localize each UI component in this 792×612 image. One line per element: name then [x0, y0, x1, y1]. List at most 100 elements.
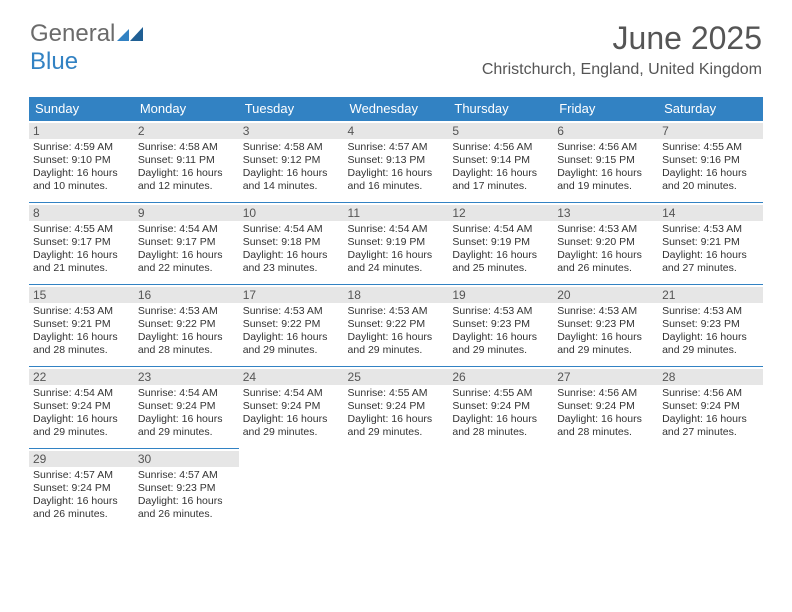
day-number: 4	[344, 123, 449, 139]
calendar-cell: 1 Sunrise: 4:59 AMSunset: 9:10 PMDaylight…	[29, 120, 134, 202]
logo-triangles-icon	[117, 20, 143, 48]
calendar-cell: 10 Sunrise: 4:54 AMSunset: 9:18 PMDayligh…	[239, 202, 344, 284]
day-number: 1	[29, 123, 134, 139]
day-number: 3	[239, 123, 344, 139]
weekday-header: Saturday	[658, 97, 763, 120]
brand-blue: Blue	[30, 48, 78, 75]
calendar-cell: 29 Sunrise: 4:57 AMSunset: 9:24 PMDayligh…	[29, 448, 134, 530]
day-info: Sunrise: 4:53 AMSunset: 9:21 PMDaylight:…	[662, 223, 759, 276]
day-info: Sunrise: 4:53 AMSunset: 9:23 PMDaylight:…	[662, 305, 759, 358]
calendar-cell: 21 Sunrise: 4:53 AMSunset: 9:23 PMDayligh…	[658, 284, 763, 366]
calendar-week-row: 1 Sunrise: 4:59 AMSunset: 9:10 PMDaylight…	[29, 120, 763, 202]
calendar-cell: 8 Sunrise: 4:55 AMSunset: 9:17 PMDaylight…	[29, 202, 134, 284]
day-info: Sunrise: 4:54 AMSunset: 9:19 PMDaylight:…	[348, 223, 445, 276]
calendar-cell	[553, 448, 658, 530]
day-number: 10	[239, 205, 344, 221]
calendar-cell	[448, 448, 553, 530]
weekday-header: Tuesday	[239, 97, 344, 120]
month-title: June 2025	[482, 20, 762, 57]
calendar-cell	[658, 448, 763, 530]
day-info: Sunrise: 4:55 AMSunset: 9:17 PMDaylight:…	[33, 223, 130, 276]
day-info: Sunrise: 4:54 AMSunset: 9:24 PMDaylight:…	[33, 387, 130, 440]
day-number: 29	[29, 451, 134, 467]
calendar-cell: 9 Sunrise: 4:54 AMSunset: 9:17 PMDaylight…	[134, 202, 239, 284]
calendar-cell: 5Sunrise: 4:56 AMSunset: 9:14 PMDaylight…	[448, 120, 553, 202]
day-number: 18	[344, 287, 449, 303]
calendar-cell: 25 Sunrise: 4:55 AMSunset: 9:24 PMDayligh…	[344, 366, 449, 448]
day-info: Sunrise: 4:59 AMSunset: 9:10 PMDaylight:…	[33, 141, 130, 194]
calendar-cell: 12 Sunrise: 4:54 AMSunset: 9:19 PMDayligh…	[448, 202, 553, 284]
day-number: 28	[658, 369, 763, 385]
day-info: Sunrise: 4:54 AMSunset: 9:24 PMDaylight:…	[138, 387, 235, 440]
brand-general: General	[30, 20, 115, 47]
day-number: 17	[239, 287, 344, 303]
calendar-cell: 28 Sunrise: 4:56 AMSunset: 9:24 PMDayligh…	[658, 366, 763, 448]
day-number: 12	[448, 205, 553, 221]
calendar-cell	[239, 448, 344, 530]
day-info: Sunrise: 4:54 AMSunset: 9:17 PMDaylight:…	[138, 223, 235, 276]
day-number: 8	[29, 205, 134, 221]
calendar-cell: 3 Sunrise: 4:58 AMSunset: 9:12 PMDaylight…	[239, 120, 344, 202]
day-info: Sunrise: 4:55 AMSunset: 9:24 PMDaylight:…	[452, 387, 549, 440]
day-number: 9	[134, 205, 239, 221]
calendar-cell	[344, 448, 449, 530]
calendar-cell: 24 Sunrise: 4:54 AMSunset: 9:24 PMDayligh…	[239, 366, 344, 448]
calendar-body: 1 Sunrise: 4:59 AMSunset: 9:10 PMDaylight…	[29, 120, 763, 530]
calendar-cell: 2 Sunrise: 4:58 AMSunset: 9:11 PMDaylight…	[134, 120, 239, 202]
calendar-cell: 17 Sunrise: 4:53 AMSunset: 9:22 PMDayligh…	[239, 284, 344, 366]
day-info: Sunrise: 4:53 AMSunset: 9:22 PMDaylight:…	[138, 305, 235, 358]
calendar-cell: 20Sunrise: 4:53 AMSunset: 9:23 PMDayligh…	[553, 284, 658, 366]
title-block: June 2025 Christchurch, England, United …	[482, 20, 762, 79]
day-number: 14	[658, 205, 763, 221]
calendar-cell: 15Sunrise: 4:53 AMSunset: 9:21 PMDayligh…	[29, 284, 134, 366]
day-number: 7	[658, 123, 763, 139]
day-info: Sunrise: 4:55 AMSunset: 9:16 PMDaylight:…	[662, 141, 759, 194]
day-info: Sunrise: 4:57 AMSunset: 9:24 PMDaylight:…	[33, 469, 130, 522]
weekday-header: Thursday	[448, 97, 553, 120]
day-info: Sunrise: 4:53 AMSunset: 9:22 PMDaylight:…	[348, 305, 445, 358]
day-number: 30	[134, 451, 239, 467]
day-info: Sunrise: 4:58 AMSunset: 9:11 PMDaylight:…	[138, 141, 235, 194]
weekday-header: Friday	[553, 97, 658, 120]
day-info: Sunrise: 4:57 AMSunset: 9:23 PMDaylight:…	[138, 469, 235, 522]
day-number: 27	[553, 369, 658, 385]
calendar-cell: 23Sunrise: 4:54 AMSunset: 9:24 PMDayligh…	[134, 366, 239, 448]
calendar-head: SundayMondayTuesdayWednesdayThursdayFrid…	[29, 97, 763, 120]
day-info: Sunrise: 4:54 AMSunset: 9:18 PMDaylight:…	[243, 223, 340, 276]
day-number: 24	[239, 369, 344, 385]
day-info: Sunrise: 4:55 AMSunset: 9:24 PMDaylight:…	[348, 387, 445, 440]
day-info: Sunrise: 4:57 AMSunset: 9:13 PMDaylight:…	[348, 141, 445, 194]
day-number: 16	[134, 287, 239, 303]
calendar-week-row: 8 Sunrise: 4:55 AMSunset: 9:17 PMDaylight…	[29, 202, 763, 284]
calendar-cell: 11 Sunrise: 4:54 AMSunset: 9:19 PMDayligh…	[344, 202, 449, 284]
day-info: Sunrise: 4:58 AMSunset: 9:12 PMDaylight:…	[243, 141, 340, 194]
day-number: 2	[134, 123, 239, 139]
page-header: General Blue June 2025 Christchurch, Eng…	[0, 0, 792, 87]
calendar-cell: 19 Sunrise: 4:53 AMSunset: 9:23 PMDayligh…	[448, 284, 553, 366]
day-number: 5	[448, 123, 553, 139]
calendar-cell: 22 Sunrise: 4:54 AMSunset: 9:24 PMDayligh…	[29, 366, 134, 448]
day-info: Sunrise: 4:53 AMSunset: 9:23 PMDaylight:…	[452, 305, 549, 358]
day-number: 22	[29, 369, 134, 385]
day-info: Sunrise: 4:53 AMSunset: 9:22 PMDaylight:…	[243, 305, 340, 358]
day-number: 20	[553, 287, 658, 303]
calendar-cell: 16 Sunrise: 4:53 AMSunset: 9:22 PMDayligh…	[134, 284, 239, 366]
calendar-week-row: 22Sunrise: 4:54 AMSunset: 9:24 PMDayligh…	[29, 366, 763, 448]
day-number: 13	[553, 205, 658, 221]
day-number: 21	[658, 287, 763, 303]
calendar-cell: 27 Sunrise: 4:56 AMSunset: 9:24 PMDayligh…	[553, 366, 658, 448]
day-number: 25	[344, 369, 449, 385]
day-info: Sunrise: 4:56 AMSunset: 9:24 PMDaylight:…	[662, 387, 759, 440]
day-info: Sunrise: 4:54 AMSunset: 9:19 PMDaylight:…	[452, 223, 549, 276]
day-info: Sunrise: 4:54 AMSunset: 9:24 PMDaylight:…	[243, 387, 340, 440]
calendar-cell: 6Sunrise: 4:56 AMSunset: 9:15 PMDaylight…	[553, 120, 658, 202]
calendar-week-row: 29 Sunrise: 4:57 AMSunset: 9:24 PMDayligh…	[29, 448, 763, 530]
location-text: Christchurch, England, United Kingdom	[482, 61, 762, 79]
weekday-header: Monday	[134, 97, 239, 120]
day-info: Sunrise: 4:53 AMSunset: 9:20 PMDaylight:…	[557, 223, 654, 276]
day-number: 19	[448, 287, 553, 303]
weekday-header: Wednesday	[344, 97, 449, 120]
day-number: 11	[344, 205, 449, 221]
brand-logo: General Blue	[30, 20, 143, 76]
day-info: Sunrise: 4:56 AMSunset: 9:24 PMDaylight:…	[557, 387, 654, 440]
